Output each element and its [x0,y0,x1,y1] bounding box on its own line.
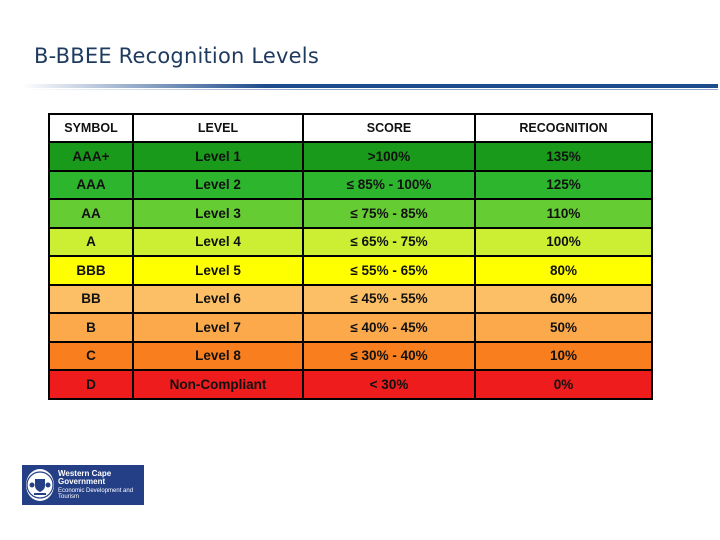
cell-level: Level 6 [134,285,302,312]
header-symbol: SYMBOL [50,115,132,141]
table-row: D Non-Compliant < 30% 0% [50,371,651,398]
cell-level: Level 5 [134,257,302,284]
table-row: AAA+ Level 1 >100% 135% [50,143,651,170]
cell-level: Level 4 [134,228,302,255]
cell-level: Level 2 [134,171,302,198]
cell-recognition: 125% [476,171,651,198]
coat-of-arms-icon [26,469,54,501]
cell-score: ≤ 75% - 85% [304,200,474,227]
cell-symbol: A [50,228,132,255]
table-body: AAA+ Level 1 >100% 135% AAA Level 2 ≤ 85% - 10… [50,143,651,398]
cell-recognition: 50% [476,314,651,341]
cell-level: Level 3 [134,200,302,227]
cell-level: Level 1 [134,143,302,170]
recognition-levels-table: SYMBOL LEVEL SCORE RECOGNITION AAA+ Level… [48,113,653,400]
cell-symbol: AAA+ [50,143,132,170]
cell-symbol: B [50,314,132,341]
cell-level: Level 8 [134,342,302,369]
slide-title: B-BBEE Recognition Levels [34,44,319,68]
title-underline-thin [22,89,718,90]
table-row: A Level 4 ≤ 65% - 75% 100% [50,228,651,255]
cell-level: Non-Compliant [134,371,302,398]
cell-score: ≤ 55% - 65% [304,257,474,284]
cell-score: >100% [304,143,474,170]
table-row: BB Level 6 ≤ 45% - 55% 60% [50,285,651,312]
cell-recognition: 80% [476,257,651,284]
cell-recognition: 0% [476,371,651,398]
cell-score: ≤ 45% - 55% [304,285,474,312]
title-underline [22,84,718,88]
cell-score: ≤ 30% - 40% [304,342,474,369]
cell-symbol: D [50,371,132,398]
cell-level: Level 7 [134,314,302,341]
table-row: B Level 7 ≤ 40% - 45% 50% [50,314,651,341]
header-score: SCORE [304,115,474,141]
cell-score: ≤ 65% - 75% [304,228,474,255]
table-row: BBB Level 5 ≤ 55% - 65% 80% [50,257,651,284]
cell-recognition: 135% [476,143,651,170]
cell-score: < 30% [304,371,474,398]
cell-recognition: 110% [476,200,651,227]
cell-symbol: AA [50,200,132,227]
table-row: C Level 8 ≤ 30% - 40% 10% [50,342,651,369]
cell-recognition: 100% [476,228,651,255]
cell-symbol: C [50,342,132,369]
cell-symbol: BBB [50,257,132,284]
cell-score: ≤ 85% - 100% [304,171,474,198]
logo-title: Western Cape Government [58,469,112,486]
logo-subtitle: Economic Development and Tourism [58,488,134,500]
table-row: AA Level 3 ≤ 75% - 85% 110% [50,200,651,227]
cell-symbol: BB [50,285,132,312]
cell-recognition: 60% [476,285,651,312]
cell-symbol: AAA [50,171,132,198]
cell-recognition: 10% [476,342,651,369]
cell-score: ≤ 40% - 45% [304,314,474,341]
header-level: LEVEL [134,115,302,141]
western-cape-government-logo: Western Cape Government Economic Develop… [22,465,144,505]
table-row: AAA Level 2 ≤ 85% - 100% 125% [50,171,651,198]
header-recognition: RECOGNITION [476,115,651,141]
table-header-row: SYMBOL LEVEL SCORE RECOGNITION [50,115,651,141]
